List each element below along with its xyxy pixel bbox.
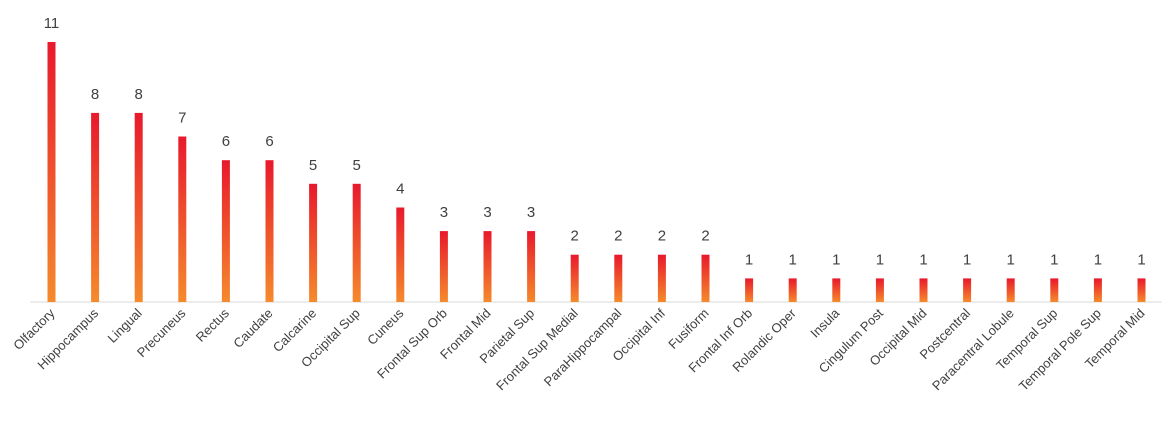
data-label: 3	[527, 204, 535, 221]
bars-group	[47, 42, 1146, 303]
data-label: 1	[919, 251, 927, 268]
data-label: 5	[309, 157, 317, 174]
data-label: 1	[832, 251, 840, 268]
data-label: 2	[571, 228, 579, 245]
data-label: 1	[1007, 251, 1015, 268]
bar	[483, 231, 492, 302]
category-tick-label: Cuneus	[364, 305, 407, 348]
category-tick-label: Rectus	[193, 305, 233, 345]
category-tick-label: ParaHippocampal	[541, 305, 625, 389]
data-label: 1	[1094, 251, 1102, 268]
category-tick-label: Insula	[807, 305, 843, 341]
data-label: 1	[1050, 251, 1058, 268]
bar	[657, 254, 666, 302]
bar	[47, 42, 56, 302]
bar	[309, 183, 318, 302]
bar	[745, 278, 754, 302]
bar	[832, 278, 841, 302]
bar	[91, 112, 100, 303]
data-label: 2	[658, 228, 666, 245]
data-label: 3	[483, 204, 491, 221]
data-label: 7	[178, 110, 186, 127]
data-label: 8	[135, 86, 143, 103]
data-label: 1	[789, 251, 797, 268]
bar	[919, 278, 928, 302]
bar	[178, 136, 187, 302]
category-tick-label: Frontal Sup Medial	[493, 305, 581, 393]
category-tick-label: Paracentral Lobule	[929, 306, 1017, 394]
data-label: 6	[222, 133, 230, 150]
data-label: 1	[745, 251, 753, 268]
bar	[527, 231, 536, 302]
bar	[221, 160, 230, 302]
bar	[614, 254, 623, 302]
bar	[1137, 278, 1146, 302]
data-label: 8	[91, 86, 99, 103]
bar	[1050, 278, 1059, 302]
bar	[788, 278, 797, 302]
data-label: 2	[701, 228, 709, 245]
data-label: 11	[44, 15, 60, 32]
bar	[134, 112, 143, 303]
bar	[570, 254, 579, 302]
category-tick-label: Temporal Pole Sup	[1016, 306, 1104, 394]
data-label: 4	[396, 181, 404, 198]
data-label: 3	[440, 204, 448, 221]
data-label: 6	[265, 133, 273, 150]
bar	[963, 278, 972, 302]
value-labels-group: 118 876 65 543 3 32 2 2 21 1 1 1 1 1 1 1 1 1	[44, 15, 1146, 268]
bar	[352, 183, 361, 302]
data-label: 1	[963, 251, 971, 268]
data-label: 5	[353, 157, 361, 174]
bar	[1006, 278, 1015, 302]
bar	[439, 231, 448, 302]
data-label: 1	[1137, 251, 1145, 268]
bar	[396, 207, 405, 302]
category-tick-label: Lingual	[105, 305, 145, 345]
data-label: 2	[614, 228, 622, 245]
bar	[1093, 278, 1102, 302]
bar	[265, 160, 274, 302]
bar	[875, 278, 884, 302]
data-label: 1	[876, 251, 884, 268]
bar	[701, 254, 710, 302]
